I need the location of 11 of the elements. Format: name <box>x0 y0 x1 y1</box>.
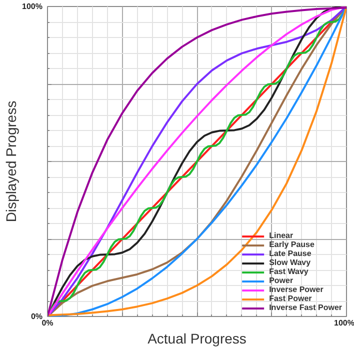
legend-label: Slow Wavy <box>269 258 311 267</box>
legend-label: Linear <box>269 231 294 240</box>
x-axis-title: Actual Progress <box>148 330 246 346</box>
legend-label: Inverse Power <box>269 285 324 294</box>
legend-label: Early Pause <box>269 240 314 249</box>
legend-label: Inverse Fast Power <box>269 303 342 312</box>
legend-label: Power <box>269 276 294 285</box>
legend-label: Late Pause <box>269 249 312 258</box>
y-axis-title: Displayed Progress <box>3 100 20 222</box>
legend-label: Fast Wavy <box>269 267 308 276</box>
legend-label: Fast Power <box>269 294 312 303</box>
